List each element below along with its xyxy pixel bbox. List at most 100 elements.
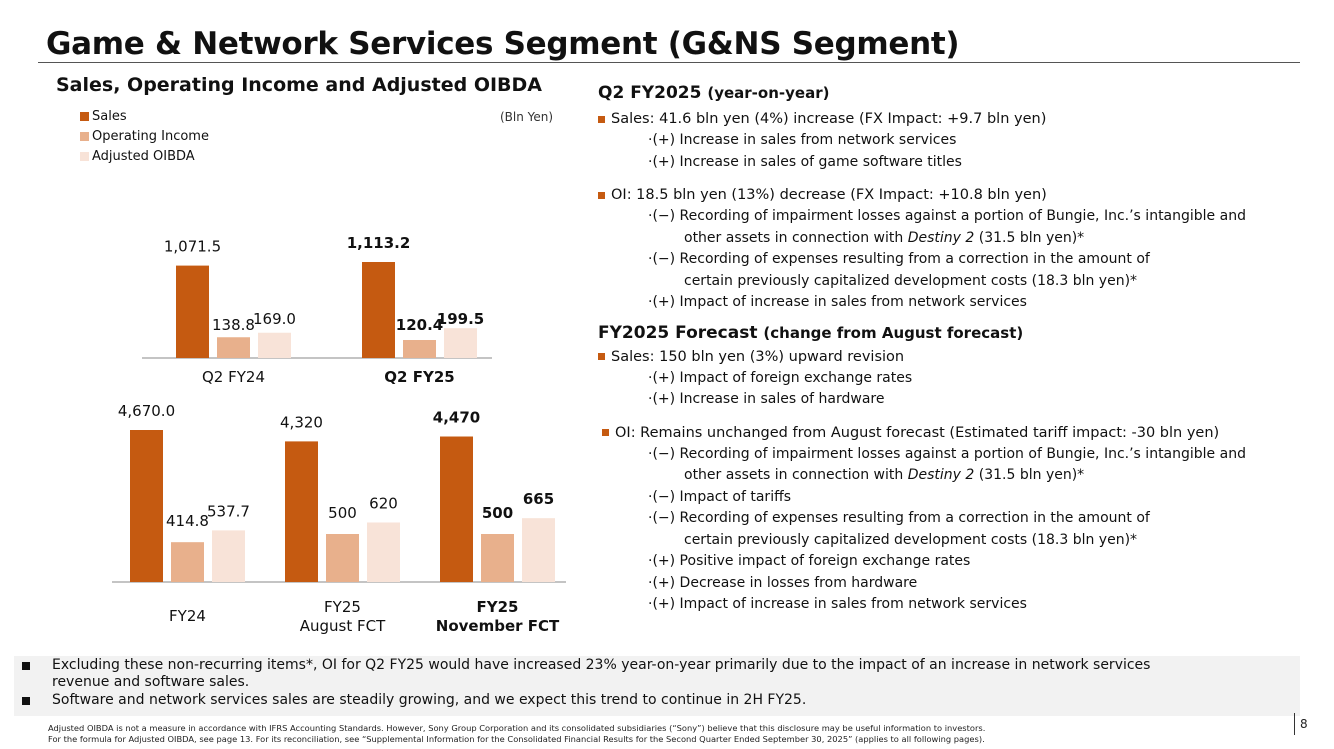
data-label-sales: 4,320 [280, 413, 323, 431]
bar-operating-income [481, 534, 514, 582]
bar-adjusted-oibda [444, 328, 477, 358]
data-label-operating-income: 120.4 [396, 316, 443, 334]
q2-oi-item: ·(+) Impact of increase in sales from ne… [648, 294, 1027, 310]
page-number-divider [1294, 713, 1295, 735]
fy-heading-title: FY2025 Forecast [598, 322, 758, 343]
q2-heading: Q2 FY2025 (year-on-year) [598, 80, 1318, 106]
bar-operating-income [326, 534, 359, 582]
bullet-square-icon [602, 429, 609, 436]
legend-label-sales: Sales [92, 109, 127, 124]
bullet-square-icon [22, 662, 30, 670]
legend-item-sales: Sales [80, 109, 127, 124]
footnote-line: For the formula for Adjusted OIBDA, see … [48, 734, 985, 744]
fy-oi-item-cont-text: other assets in connection with [684, 467, 908, 483]
bullet-square-icon [22, 697, 30, 705]
category-label: August FCT [300, 617, 386, 635]
data-label-adjusted-oibda: 665 [523, 490, 554, 508]
data-label-adjusted-oibda: 199.5 [437, 310, 484, 328]
bar-adjusted-oibda [258, 332, 291, 358]
data-label-adjusted-oibda: 620 [369, 494, 398, 512]
q2-oi-item: ·(−) Recording of impairment losses agai… [648, 208, 1246, 224]
legend-label-operating-income: Operating Income [92, 129, 209, 144]
q2-oi-item-cont-title: Destiny 2 [907, 229, 975, 246]
q2-heading-sub: (year-on-year) [707, 84, 830, 102]
q2-sales-text: Sales: 41.6 bln yen (4%) increase (FX Im… [611, 111, 1047, 127]
legend-swatch-sales [80, 112, 89, 121]
bullet-square-icon [598, 115, 605, 123]
bar-sales [362, 262, 395, 358]
fy-oi-item-cont-amount: (31.5 bln yen)* [974, 467, 1085, 483]
commentary-panel: Q2 FY2025 (year-on-year) Sales: 41.6 bln… [598, 80, 1318, 616]
data-label-operating-income: 138.8 [212, 316, 255, 334]
category-label: Q2 FY24 [202, 368, 265, 386]
q2-heading-title: Q2 FY2025 [598, 83, 702, 103]
q2-oi-item: ·(−) Recording of expenses resulting fro… [648, 251, 1150, 267]
bar-adjusted-oibda [522, 518, 555, 582]
data-label-sales: 1,071.5 [164, 238, 221, 256]
q2-oi-item-cont: certain previously capitalized developme… [684, 272, 1138, 289]
category-label: November FCT [436, 617, 560, 635]
q2-sales-bullet: Sales: 41.6 bln yen (4%) increase (FX Im… [598, 108, 1318, 130]
legend-label-adjusted-oibda: Adjusted OIBDA [92, 149, 195, 164]
category-label: Q2 FY25 [384, 368, 454, 386]
summary-line-1: Excluding these non-recurring items*, OI… [52, 657, 1151, 673]
data-label-adjusted-oibda: 169.0 [253, 310, 296, 328]
fy-sales-item: ·(+) Impact of foreign exchange rates [648, 369, 913, 386]
q2-oi-text: OI: 18.5 bln yen (13%) decrease (FX Impa… [611, 187, 1047, 203]
fy-oi-item-cont: other assets in connection with Destiny … [598, 465, 1318, 487]
data-label-sales: 4,470 [433, 409, 480, 427]
bar-operating-income [171, 542, 204, 582]
summary-box: Excluding these non-recurring items*, OI… [14, 656, 1300, 716]
bar-sales [176, 265, 209, 358]
fy-oi-bullet: OI: Remains unchanged from August foreca… [598, 422, 1318, 444]
q2-oi-item-cont-text: other assets in connection with [684, 229, 908, 246]
page-title: Game & Network Services Segment (G&NS Se… [46, 26, 960, 62]
q2-oi-bullet: OI: 18.5 bln yen (13%) decrease (FX Impa… [598, 184, 1318, 206]
chart-unit: (Bln Yen) [500, 110, 554, 124]
chart-heading: Sales, Operating Income and Adjusted OIB… [56, 74, 543, 96]
summary-line-1-cont: revenue and software sales. [52, 674, 250, 690]
q2-oi-item-cont: other assets in connection with Destiny … [598, 228, 1318, 250]
fy-oi-item: ·(+) Positive impact of foreign exchange… [648, 553, 971, 569]
q2-sales-item: ·(+) Increase in sales of game software … [648, 153, 962, 170]
fy-sales-text: Sales: 150 bln yen (3%) upward revision [611, 348, 905, 365]
fy-oi-item: ·(−) Recording of expenses resulting fro… [648, 510, 1150, 526]
legend-swatch-operating-income [80, 132, 89, 141]
page-number: 8 [1300, 717, 1308, 731]
bar-sales [440, 436, 473, 582]
fy-oi-text: OI: Remains unchanged from August foreca… [615, 424, 1220, 441]
fy-oi-item-cont-title: Destiny 2 [907, 467, 975, 483]
category-label: FY24 [169, 607, 206, 625]
bar-adjusted-oibda [367, 522, 400, 582]
fy-sales-bullet: Sales: 150 bln yen (3%) upward revision [598, 346, 1318, 368]
title-divider [38, 62, 1300, 63]
bar-operating-income [217, 337, 250, 358]
fy-oi-item-cont: certain previously capitalized developme… [684, 531, 1138, 548]
legend-item-operating-income: Operating Income [80, 129, 209, 144]
fy-heading: FY2025 Forecast (change from August fore… [598, 320, 1318, 346]
bullet-square-icon [598, 191, 605, 199]
q2-oi-item-cont-amount: (31.5 bln yen)* [974, 229, 1085, 246]
category-label: FY25 [324, 598, 361, 616]
data-label-sales: 1,113.2 [347, 234, 411, 252]
summary-line-2: Software and network services sales are … [52, 692, 807, 708]
legend-swatch-adjusted-oibda [80, 152, 89, 161]
data-label-operating-income: 500 [482, 504, 513, 522]
bar-operating-income [403, 340, 436, 358]
bar-sales [130, 430, 163, 582]
legend-item-adjusted-oibda: Adjusted OIBDA [80, 149, 195, 164]
bar-sales [285, 441, 318, 582]
fy-oi-item: ·(−) Impact of tariffs [648, 488, 792, 505]
data-label-adjusted-oibda: 537.7 [207, 502, 250, 520]
bullet-square-icon [598, 353, 605, 360]
data-label-sales: 4,670.0 [118, 402, 175, 420]
footnote-line: Adjusted OIBDA is not a measure in accor… [48, 723, 986, 733]
fy-oi-item: ·(−) Recording of impairment losses agai… [648, 445, 1246, 462]
fy-oi-item: ·(+) Impact of increase in sales from ne… [648, 596, 1027, 612]
category-label: FY25 [477, 598, 519, 616]
fy-heading-sub: (change from August forecast) [763, 323, 1024, 342]
fy-oi-item: ·(+) Decrease in losses from hardware [648, 574, 918, 591]
bar-adjusted-oibda [212, 530, 245, 582]
fy-sales-item: ·(+) Increase in sales of hardware [648, 391, 885, 407]
